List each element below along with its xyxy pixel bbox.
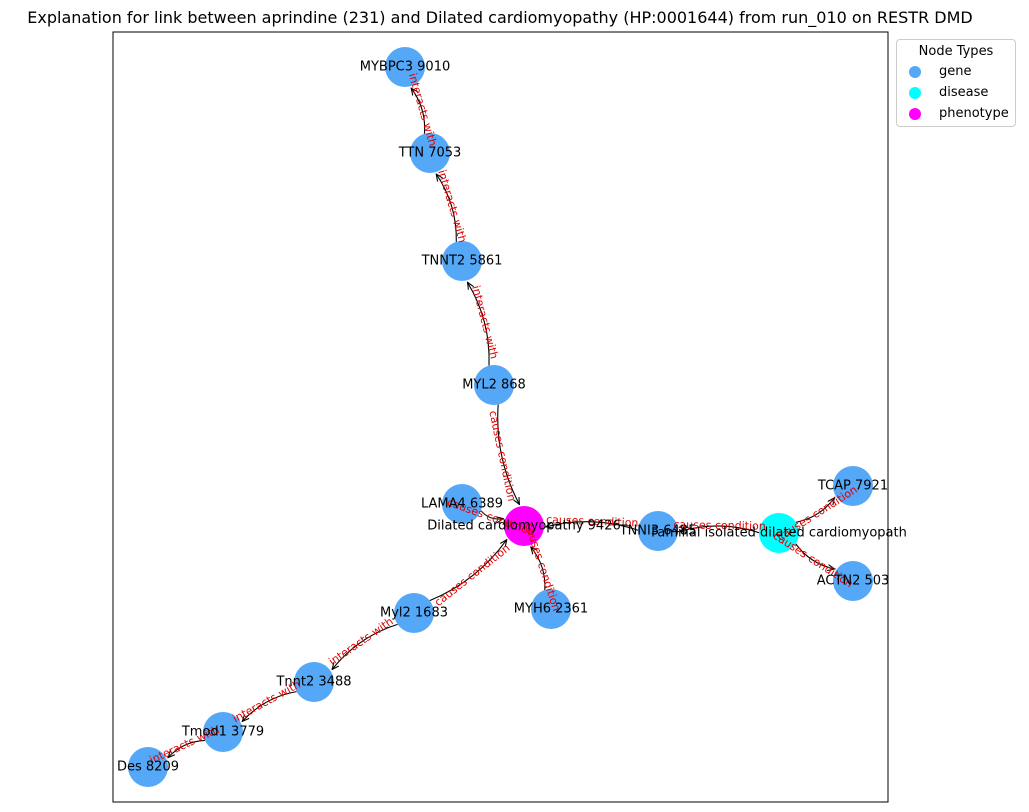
node-gene-ttn-7053 — [410, 133, 450, 173]
legend-item-gene: gene — [897, 61, 1015, 82]
legend-title: Node Types — [918, 44, 994, 59]
edge-myh6-2361-to-dilated-cardiomyopathy-9426 — [531, 547, 546, 591]
edge-label: interacts with — [326, 615, 395, 668]
edge-ttn-7053-to-mybpc3-9010 — [411, 88, 426, 134]
legend-label-phenotype: phenotype — [939, 106, 1009, 121]
legend-label-gene: gene — [939, 64, 972, 79]
node-label-familial-isolated-dilated-cardiomyopath: Familial isolated dilated cardiomyopath — [651, 526, 907, 541]
legend-item-disease: disease — [897, 82, 1015, 103]
edge-label: causes condition — [546, 513, 639, 529]
legend: Node Types gene disease phenotype — [896, 39, 1016, 127]
edge-myl2-1683-to-dilated-cardiomyopathy-9426 — [429, 540, 507, 602]
chart-title: Explanation for link between aprindine (… — [27, 8, 973, 27]
edge-tnnt2-5861-to-ttn-7053 — [436, 174, 457, 242]
node-gene-tnnt2-3488 — [294, 662, 334, 702]
node-gene-des-8209 — [128, 747, 168, 787]
node-disease-familial-isolated-dilated-cardiomyopath — [759, 513, 799, 553]
edge-label: causes condition — [486, 409, 518, 502]
node-phenotype-dilated-cardiomyopathy-9426 — [504, 506, 544, 546]
labels-layer: interacts with interacts with interacts wi… — [117, 60, 907, 775]
node-gene-myl2-868 — [474, 365, 514, 405]
node-label-tcap-7921: TCAP 7921 — [817, 479, 888, 494]
node-gene-tnni3-6485 — [638, 511, 678, 551]
legend-marker-phenotype — [909, 107, 921, 120]
node-label-dilated-cardiomyopathy-9426: Dilated cardiomyopathy 9426 — [427, 519, 621, 534]
node-label-lama4-6389: LAMA4 6389 — [421, 497, 503, 512]
node-label-tmod1-3779: Tmod1 3779 — [181, 725, 264, 740]
node-label-tnni3-6485: TNNI3 6485 — [619, 524, 697, 539]
legend-marker-disease — [909, 86, 921, 99]
nodes-layer — [128, 47, 873, 787]
node-label-myh6-2361: MYH6 2361 — [514, 602, 588, 617]
edge-familial-isolated-dilated-cardiomyopath-to-tcap-7921 — [795, 498, 835, 523]
node-label-des-8209: Des 8209 — [117, 760, 179, 775]
edge-tmod1-3779-to-des-8209 — [168, 739, 205, 757]
node-gene-lama4-6389 — [442, 484, 482, 524]
edges-layer — [168, 88, 835, 758]
edge-myl2-868-to-dilated-cardiomyopathy-9426 — [497, 404, 520, 505]
edge-label: causes condition — [673, 518, 766, 533]
node-label-ttn-7053: TTN 7053 — [398, 146, 462, 161]
node-gene-tmod1-3779 — [203, 712, 243, 752]
edge-myl2-868-to-tnnt2-5861 — [467, 282, 490, 366]
node-label-myl2-1683: Myl2 1683 — [380, 606, 448, 621]
edge-label: interacts with — [435, 168, 469, 244]
edge-tnnt2-3488-to-tmod1-3779 — [242, 691, 297, 722]
plot-frame — [112, 31, 889, 803]
legend-item-phenotype: phenotype — [897, 103, 1015, 124]
node-gene-actn2-503 — [833, 561, 873, 601]
edge-myl2-1683-to-tnnt2-3488 — [332, 623, 398, 669]
edge-tnni3-6485-to-dilated-cardiomyopathy-9426 — [546, 521, 639, 531]
edge-familial-isolated-dilated-cardiomyopath-to-tnni3-6485 — [680, 525, 760, 534]
node-gene-tnnt2-5861 — [442, 241, 482, 281]
edge-label: interacts with — [469, 284, 500, 360]
node-gene-tcap-7921 — [833, 466, 873, 506]
edge-lama4-6389-to-dilated-cardiomyopathy-9426 — [480, 510, 503, 519]
node-label-tnnt2-3488: Tnnt2 3488 — [275, 675, 351, 690]
node-gene-myh6-2361 — [531, 589, 571, 629]
node-label-myl2-868: MYL2 868 — [462, 378, 526, 393]
edge-familial-isolated-dilated-cardiomyopath-to-actn2-503 — [795, 543, 835, 569]
node-gene-myl2-1683 — [394, 593, 434, 633]
edge-label: causes condition — [432, 541, 513, 608]
legend-marker-gene — [909, 65, 921, 78]
node-label-tnnt2-5861: TNNT2 5861 — [421, 254, 503, 269]
node-label-mybpc3-9010: MYBPC3 9010 — [360, 60, 450, 75]
node-gene-mybpc3-9010 — [385, 47, 425, 87]
node-label-actn2-503: ACTN2 503 — [817, 574, 890, 589]
legend-label-disease: disease — [939, 85, 989, 100]
